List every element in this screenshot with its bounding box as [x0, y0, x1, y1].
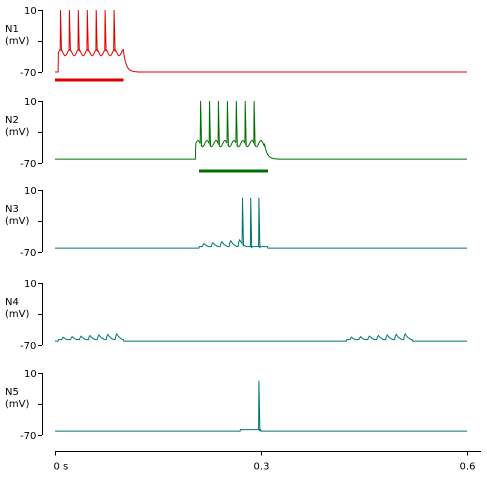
y-tick-label-bottom: -70 [20, 159, 36, 170]
y-tick-label-bottom: -70 [20, 68, 36, 79]
panel-name-label: N5 [5, 387, 19, 398]
y-tick-label-bottom: -70 [20, 341, 36, 352]
panel-n1: 10 -70 N1(mV) [5, 6, 467, 82]
y-axis-n5 [38, 373, 43, 436]
panel-unit-label: (mV) [5, 399, 29, 410]
y-tick-label-bottom: -70 [20, 431, 36, 442]
panel-n5: 10 -70 N5(mV) [5, 369, 467, 442]
y-tick-label-top: 10 [24, 97, 37, 108]
voltage-trace-n2 [55, 100, 467, 160]
y-axis-n3 [38, 190, 43, 253]
y-axis-n4 [38, 283, 43, 346]
panel-name-label: N3 [5, 204, 19, 215]
panel-unit-label: (mV) [5, 309, 29, 320]
panel-n2: 10 -70 N2(mV) [5, 97, 467, 173]
voltage-trace-n4 [55, 332, 467, 342]
panel-name-label: N1 [5, 24, 19, 35]
y-axis-n1 [38, 10, 43, 73]
voltage-trace-n5 [55, 380, 467, 432]
y-axis-n2 [38, 101, 43, 164]
voltage-trace-n1 [55, 9, 467, 73]
panel-unit-label: (mV) [5, 36, 29, 47]
voltage-trace-n3 [55, 197, 467, 249]
x-tick-label: 0.6 [460, 462, 476, 473]
y-tick-label-top: 10 [24, 6, 37, 17]
panel-n4: 10 -70 N4(mV) [5, 279, 467, 352]
y-tick-label-top: 10 [24, 186, 37, 197]
x-tick-label: 0.3 [254, 462, 270, 473]
panels-group: 10-70N1(mV)10-70N2(mV)10-70N3(mV)10-70N4… [5, 6, 467, 442]
y-tick-label-top: 10 [24, 369, 37, 380]
x-axis: 0 s 0.3 0.6 [54, 451, 481, 473]
panel-name-label: N2 [5, 115, 19, 126]
panel-name-label: N4 [5, 297, 19, 308]
panel-unit-label: (mV) [5, 127, 29, 138]
x-tick-label: 0 s [54, 462, 69, 473]
y-tick-label-bottom: -70 [20, 248, 36, 259]
y-tick-label-top: 10 [24, 279, 37, 290]
panel-n3: 10 -70 N3(mV) [5, 186, 467, 259]
panel-unit-label: (mV) [5, 216, 29, 227]
